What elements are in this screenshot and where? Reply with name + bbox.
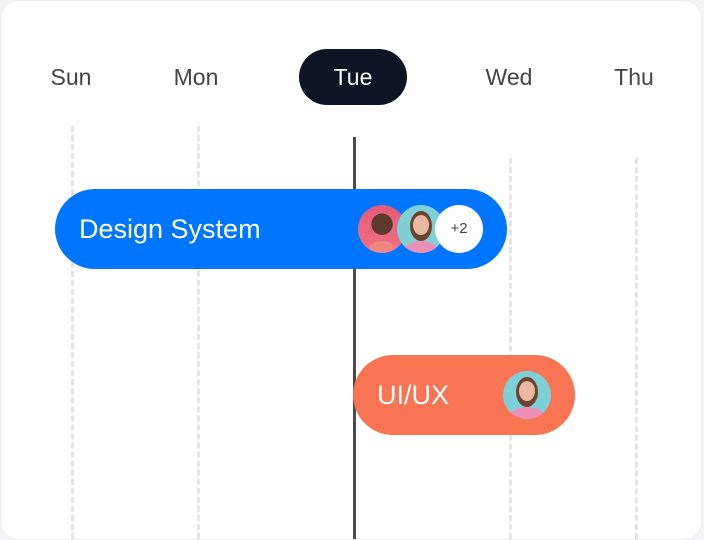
event-ui-ux[interactable]: UI/UX (353, 355, 575, 435)
event-title: Design System (79, 214, 261, 244)
day-tue-active[interactable]: Tue (299, 49, 407, 105)
current-time-line (353, 137, 356, 539)
day-sun[interactable]: Sun (50, 64, 92, 90)
man-with-glasses-avatar[interactable] (358, 205, 406, 253)
woman-pink-sweater-avatar[interactable] (503, 371, 551, 419)
day-mon[interactable]: Mon (173, 64, 219, 90)
day-wed[interactable]: Wed (485, 64, 533, 90)
woman-pink-sweater-avatar[interactable] (397, 205, 445, 253)
event-title: UI/UX (377, 380, 450, 410)
mon-gridline (197, 126, 200, 539)
sun-gridline (71, 126, 74, 539)
more-attendees-badge[interactable]: +2 (435, 205, 483, 253)
wed-gridline (509, 158, 512, 539)
event-design-system[interactable]: Design System +2 (55, 189, 507, 269)
thu-gridline (635, 158, 638, 539)
day-thu[interactable]: Thu (614, 64, 654, 90)
